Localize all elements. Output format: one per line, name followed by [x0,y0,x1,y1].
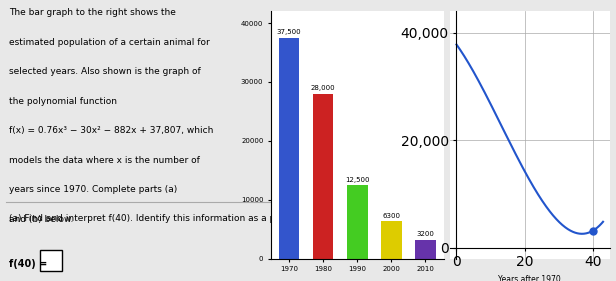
Text: f(x) = 0.76x³ − 30x² − 882x + 37,807, which: f(x) = 0.76x³ − 30x² − 882x + 37,807, wh… [9,126,213,135]
Bar [347,185,368,259]
Text: the polynomial function: the polynomial function [9,97,117,106]
Text: and (b) below.: and (b) below. [9,215,73,224]
Text: 3200: 3200 [416,231,434,237]
Bar [381,221,402,259]
Text: f(40) =: f(40) = [9,259,47,269]
Bar [279,38,299,259]
Text: years since 1970. Complete parts (a): years since 1970. Complete parts (a) [9,185,177,194]
X-axis label: Years after 1970: Years after 1970 [498,275,561,281]
Text: 12,500: 12,500 [345,176,370,183]
Text: The bar graph to the right shows the: The bar graph to the right shows the [9,8,176,17]
Text: 37,500: 37,500 [277,30,301,35]
Text: estimated population of a certain animal for: estimated population of a certain animal… [9,38,209,47]
Text: selected years. Also shown is the graph of: selected years. Also shown is the graph … [9,67,201,76]
Text: (a) Find and interpret f(40). Identify this information as a point on the graph : (a) Find and interpret f(40). Identify t… [9,214,374,223]
Text: 28,000: 28,000 [311,85,336,91]
Bar [313,94,333,259]
FancyBboxPatch shape [40,250,62,271]
Text: 6300: 6300 [383,213,400,219]
Text: models the data where x is the number of: models the data where x is the number of [9,156,200,165]
Bar [415,240,436,259]
